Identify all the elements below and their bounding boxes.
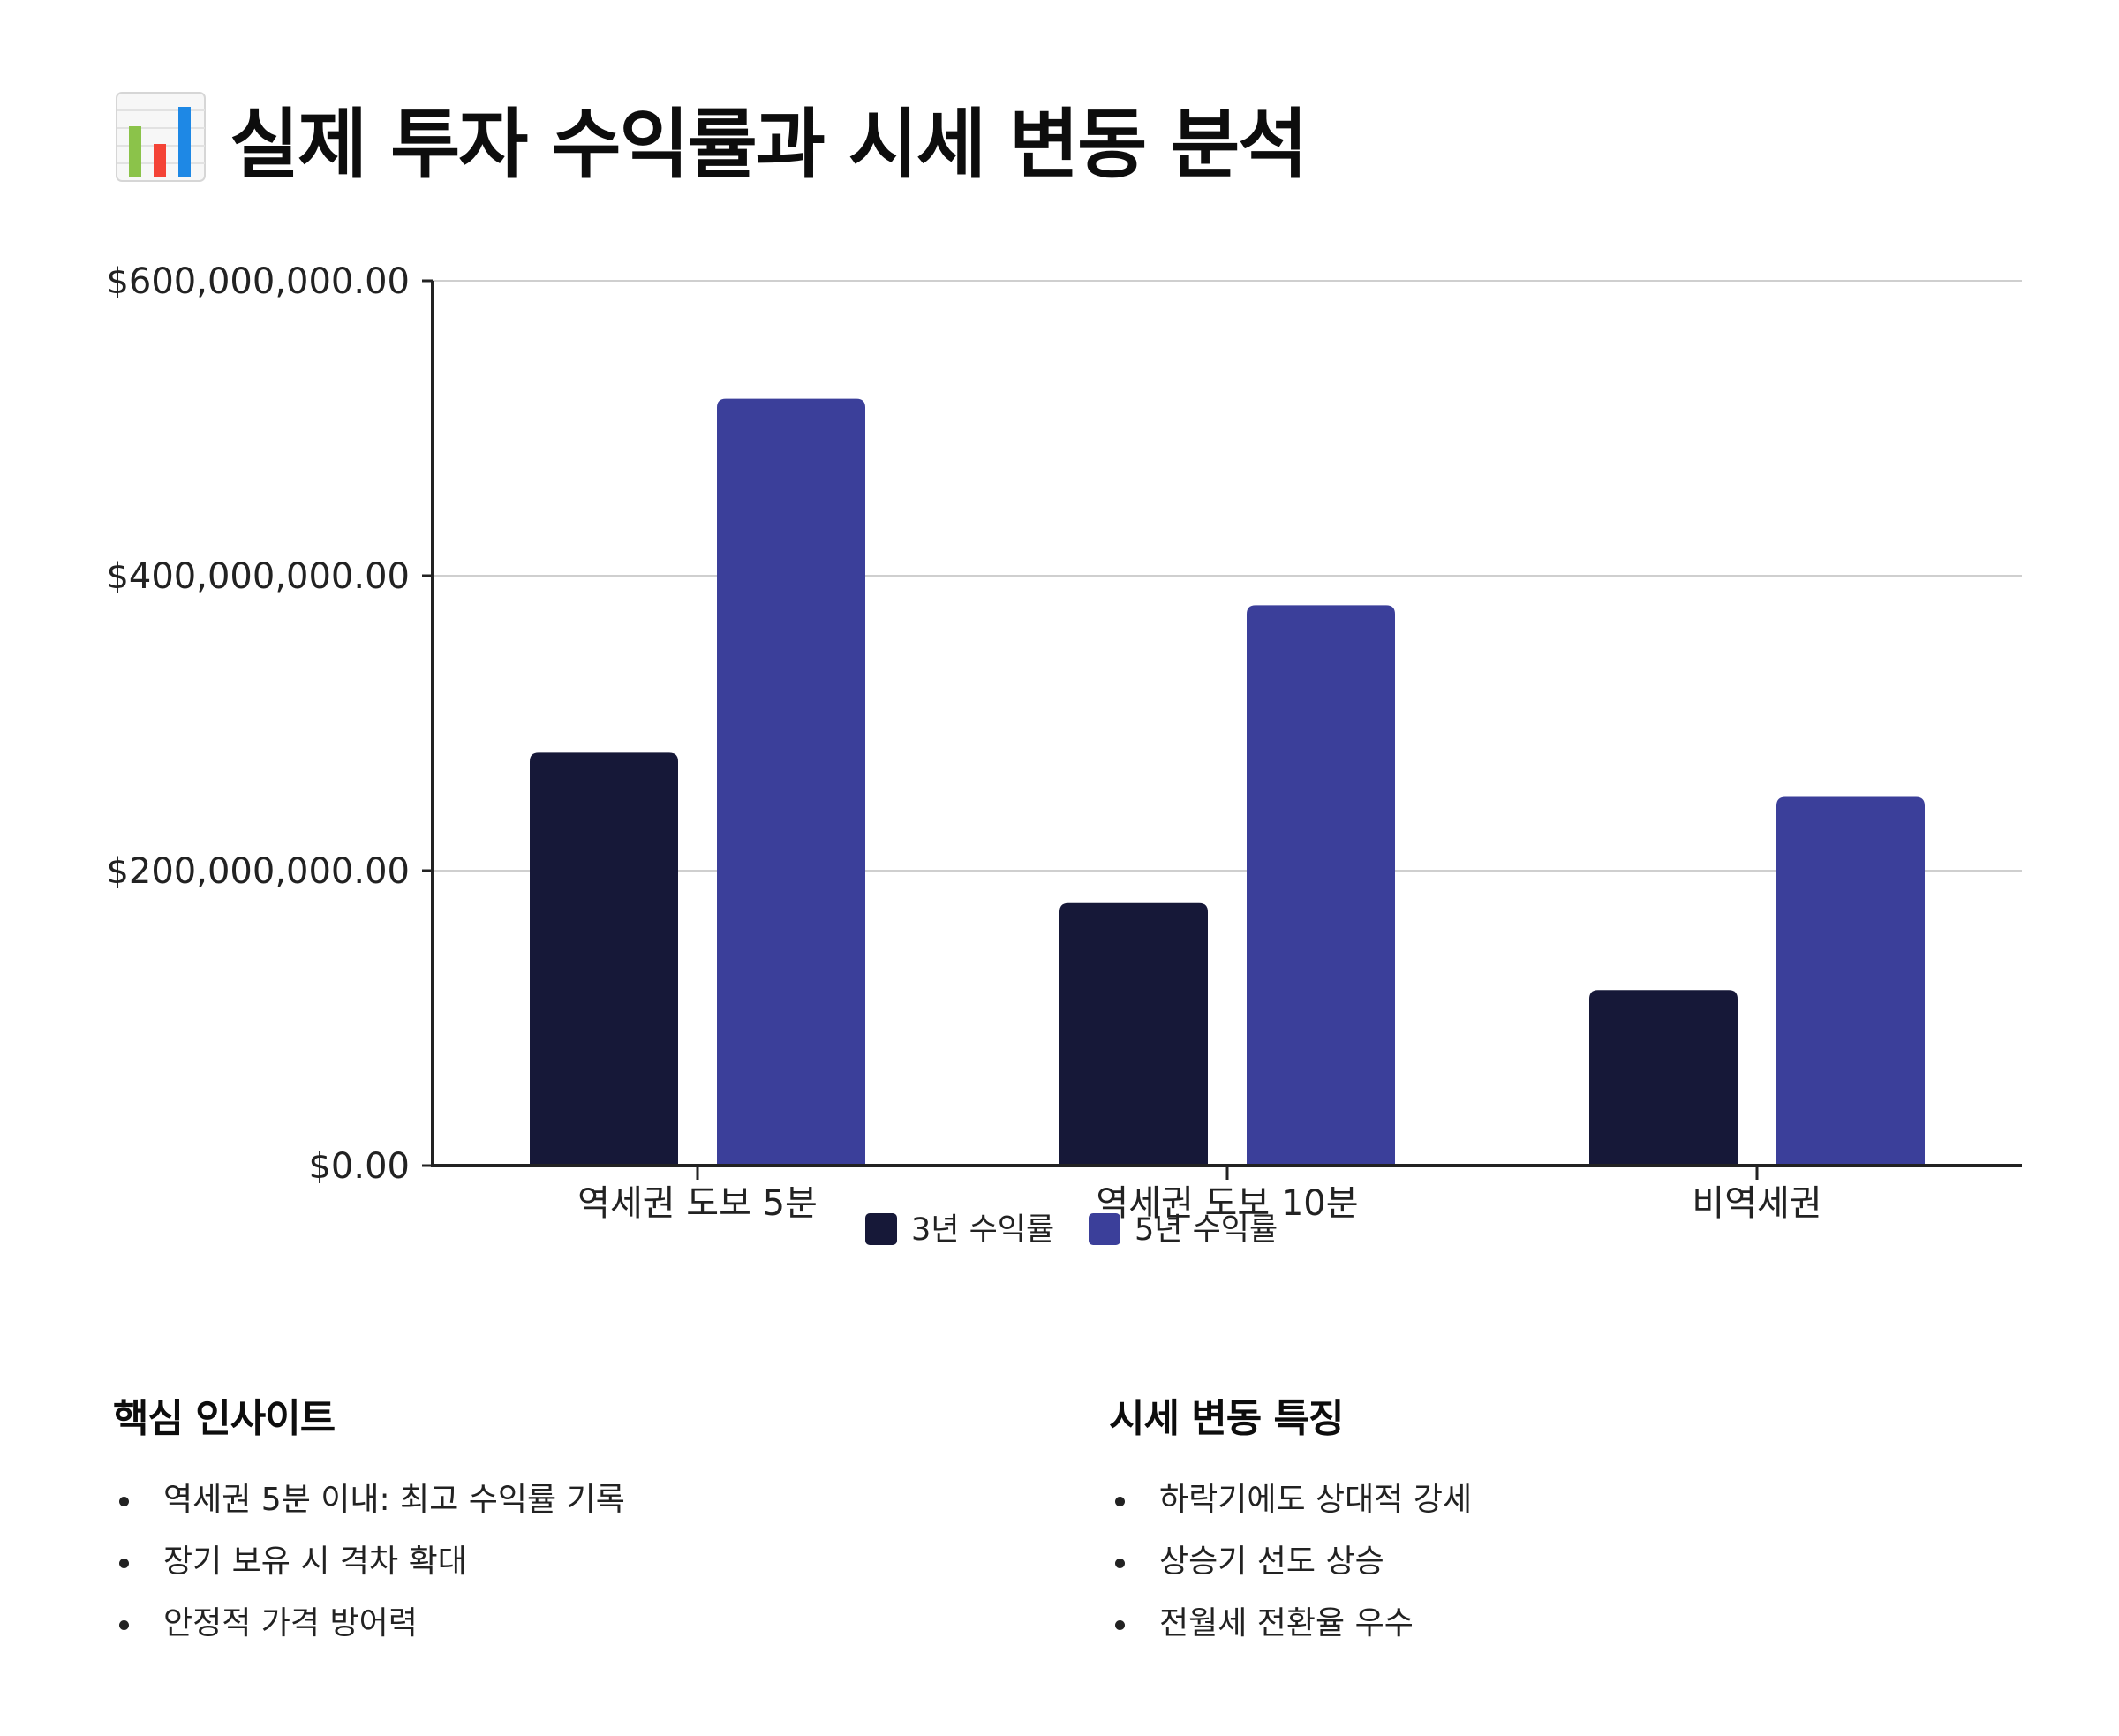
x-tick-label: 비역세권 bbox=[1692, 1183, 1821, 1224]
x-tick-label: 역세권 도보 5분 bbox=[577, 1183, 818, 1224]
price-change-heading: 시세 변동 특징 bbox=[1109, 1396, 1345, 1441]
y-tick-label: $400,000,000.00 bbox=[106, 556, 410, 597]
price-change-list: 하락기에도 상대적 강세 상승기 선도 상승 전월세 전환율 우수 bbox=[1109, 1478, 1992, 1664]
bar-series-2 bbox=[1247, 605, 1395, 1166]
legend-swatch bbox=[865, 1213, 897, 1245]
legend-swatch bbox=[1089, 1213, 1120, 1245]
key-insights-panel: 핵심 인사이트 역세권 5분 이내: 최고 수익률 기록 장기 보유 시 격차 … bbox=[113, 1386, 996, 1664]
bar-chart: $0.00 $200,000,000.00 $400,000,000.00 $600,… bbox=[106, 261, 2022, 1248]
key-insights-heading: 핵심 인사이트 bbox=[113, 1396, 336, 1441]
list-item: 상승기 선도 상승 bbox=[1109, 1540, 1992, 1602]
bar-series-1 bbox=[530, 752, 678, 1166]
price-change-panel: 시세 변동 특징 하락기에도 상대적 강세 상승기 선도 상승 전월세 전환율 … bbox=[1109, 1386, 1992, 1664]
bar-series-1 bbox=[1589, 990, 1738, 1166]
list-item: 장기 보유 시 격차 확대 bbox=[113, 1540, 996, 1602]
bar-series-2 bbox=[1776, 796, 1925, 1166]
y-tick-label: $200,000,000.00 bbox=[106, 851, 410, 892]
bar-series-2 bbox=[717, 398, 865, 1166]
page-title: 실제 투자 수익률과 시세 변동 분석 bbox=[230, 100, 1308, 189]
title-row: 실제 투자 수익률과 시세 변동 분석 bbox=[115, 88, 1308, 189]
bar-chart-icon bbox=[116, 92, 206, 182]
bar-series-1 bbox=[1060, 902, 1208, 1166]
list-item: 역세권 5분 이내: 최고 수익률 기록 bbox=[113, 1478, 996, 1540]
x-tick-label: 역세권 도보 10분 bbox=[1096, 1183, 1358, 1224]
legend-label: 5년 수익률 bbox=[1135, 1212, 1278, 1248]
y-tick-label: $0.00 bbox=[308, 1146, 410, 1187]
legend-label: 3년 수익률 bbox=[911, 1212, 1054, 1248]
y-tick-label: $600,000,000.00 bbox=[106, 261, 410, 302]
list-item: 안정적 가격 방어력 bbox=[113, 1602, 996, 1664]
list-item: 전월세 전환율 우수 bbox=[1109, 1602, 1992, 1664]
list-item: 하락기에도 상대적 강세 bbox=[1109, 1478, 1992, 1540]
key-insights-list: 역세권 5분 이내: 최고 수익률 기록 장기 보유 시 격차 확대 안정적 가… bbox=[113, 1478, 996, 1664]
